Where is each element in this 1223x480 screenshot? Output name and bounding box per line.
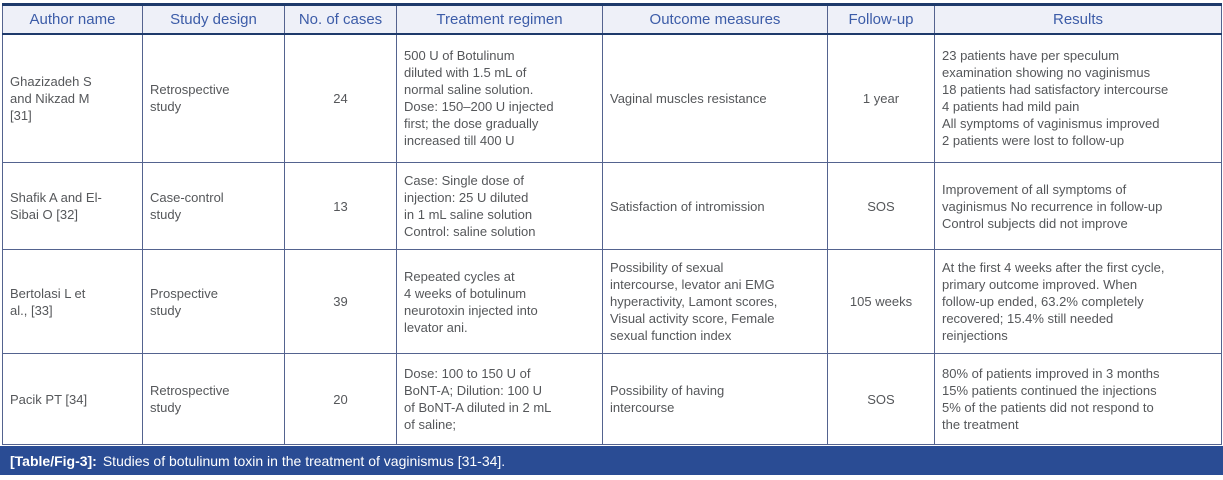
table-caption-bar: [Table/Fig-3]: Studies of botulinum toxi… <box>0 446 1223 475</box>
cell-treatment: Dose: 100 to 150 U of BoNT-A; Dilution: … <box>396 353 603 445</box>
cell-outcome: Satisfaction of intromission <box>602 162 828 250</box>
cell-cases: 24 <box>284 33 397 163</box>
col-header-outcome-measures: Outcome measures <box>602 4 828 35</box>
caption-text: Studies of botulinum toxin in the treatm… <box>102 452 506 469</box>
col-header-treatment-regimen: Treatment regimen <box>396 4 603 35</box>
cell-follow-up: 105 weeks <box>827 249 935 354</box>
cell-follow-up: SOS <box>827 353 935 445</box>
cell-author: Ghazizadeh S and Nikzad M [31] <box>2 33 143 163</box>
col-header-follow-up: Follow-up <box>827 4 935 35</box>
cell-treatment: Repeated cycles at 4 weeks of botulinum … <box>396 249 603 354</box>
table-row: Shafik A and El- Sibai O [32] Case-contr… <box>2 162 1222 250</box>
cell-outcome: Vaginal muscles resistance <box>602 33 828 163</box>
cell-follow-up: 1 year <box>827 33 935 163</box>
cell-cases: 13 <box>284 162 397 250</box>
col-header-study-design: Study design <box>142 4 285 35</box>
cell-cases: 20 <box>284 353 397 445</box>
cell-results: 80% of patients improved in 3 months 15%… <box>934 353 1222 445</box>
cell-outcome: Possibility of sexual intercourse, levat… <box>602 249 828 354</box>
col-header-results: Results <box>934 4 1222 35</box>
cell-cases: 39 <box>284 249 397 354</box>
cell-treatment: Case: Single dose of injection: 25 U dil… <box>396 162 603 250</box>
cell-results: Improvement of all symptoms of vaginismu… <box>934 162 1222 250</box>
cell-study-design: Case-control study <box>142 162 285 250</box>
table-header-row: Author name Study design No. of cases Tr… <box>2 4 1222 35</box>
cell-study-design: Retrospective study <box>142 33 285 163</box>
cell-author: Pacik PT [34] <box>2 353 143 445</box>
caption-label: [Table/Fig-3]: <box>10 452 97 469</box>
cell-study-design: Retrospective study <box>142 353 285 445</box>
cell-study-design: Prospective study <box>142 249 285 354</box>
cell-results: At the first 4 weeks after the first cyc… <box>934 249 1222 354</box>
table-body: Ghazizadeh S and Nikzad M [31] Retrospec… <box>2 33 1222 445</box>
table-row: Pacik PT [34] Retrospective study 20 Dos… <box>2 353 1222 445</box>
studies-table: Author name Study design No. of cases Tr… <box>2 3 1222 445</box>
cell-treatment: 500 U of Botulinum diluted with 1.5 mL o… <box>396 33 603 163</box>
table-row: Ghazizadeh S and Nikzad M [31] Retrospec… <box>2 33 1222 163</box>
col-header-author-name: Author name <box>2 4 143 35</box>
cell-outcome: Possibility of having intercourse <box>602 353 828 445</box>
cell-follow-up: SOS <box>827 162 935 250</box>
cell-author: Bertolasi L et al., [33] <box>2 249 143 354</box>
cell-author: Shafik A and El- Sibai O [32] <box>2 162 143 250</box>
col-header-no-of-cases: No. of cases <box>284 4 397 35</box>
cell-results: 23 patients have per speculum examinatio… <box>934 33 1222 163</box>
table-row: Bertolasi L et al., [33] Prospective stu… <box>2 249 1222 354</box>
